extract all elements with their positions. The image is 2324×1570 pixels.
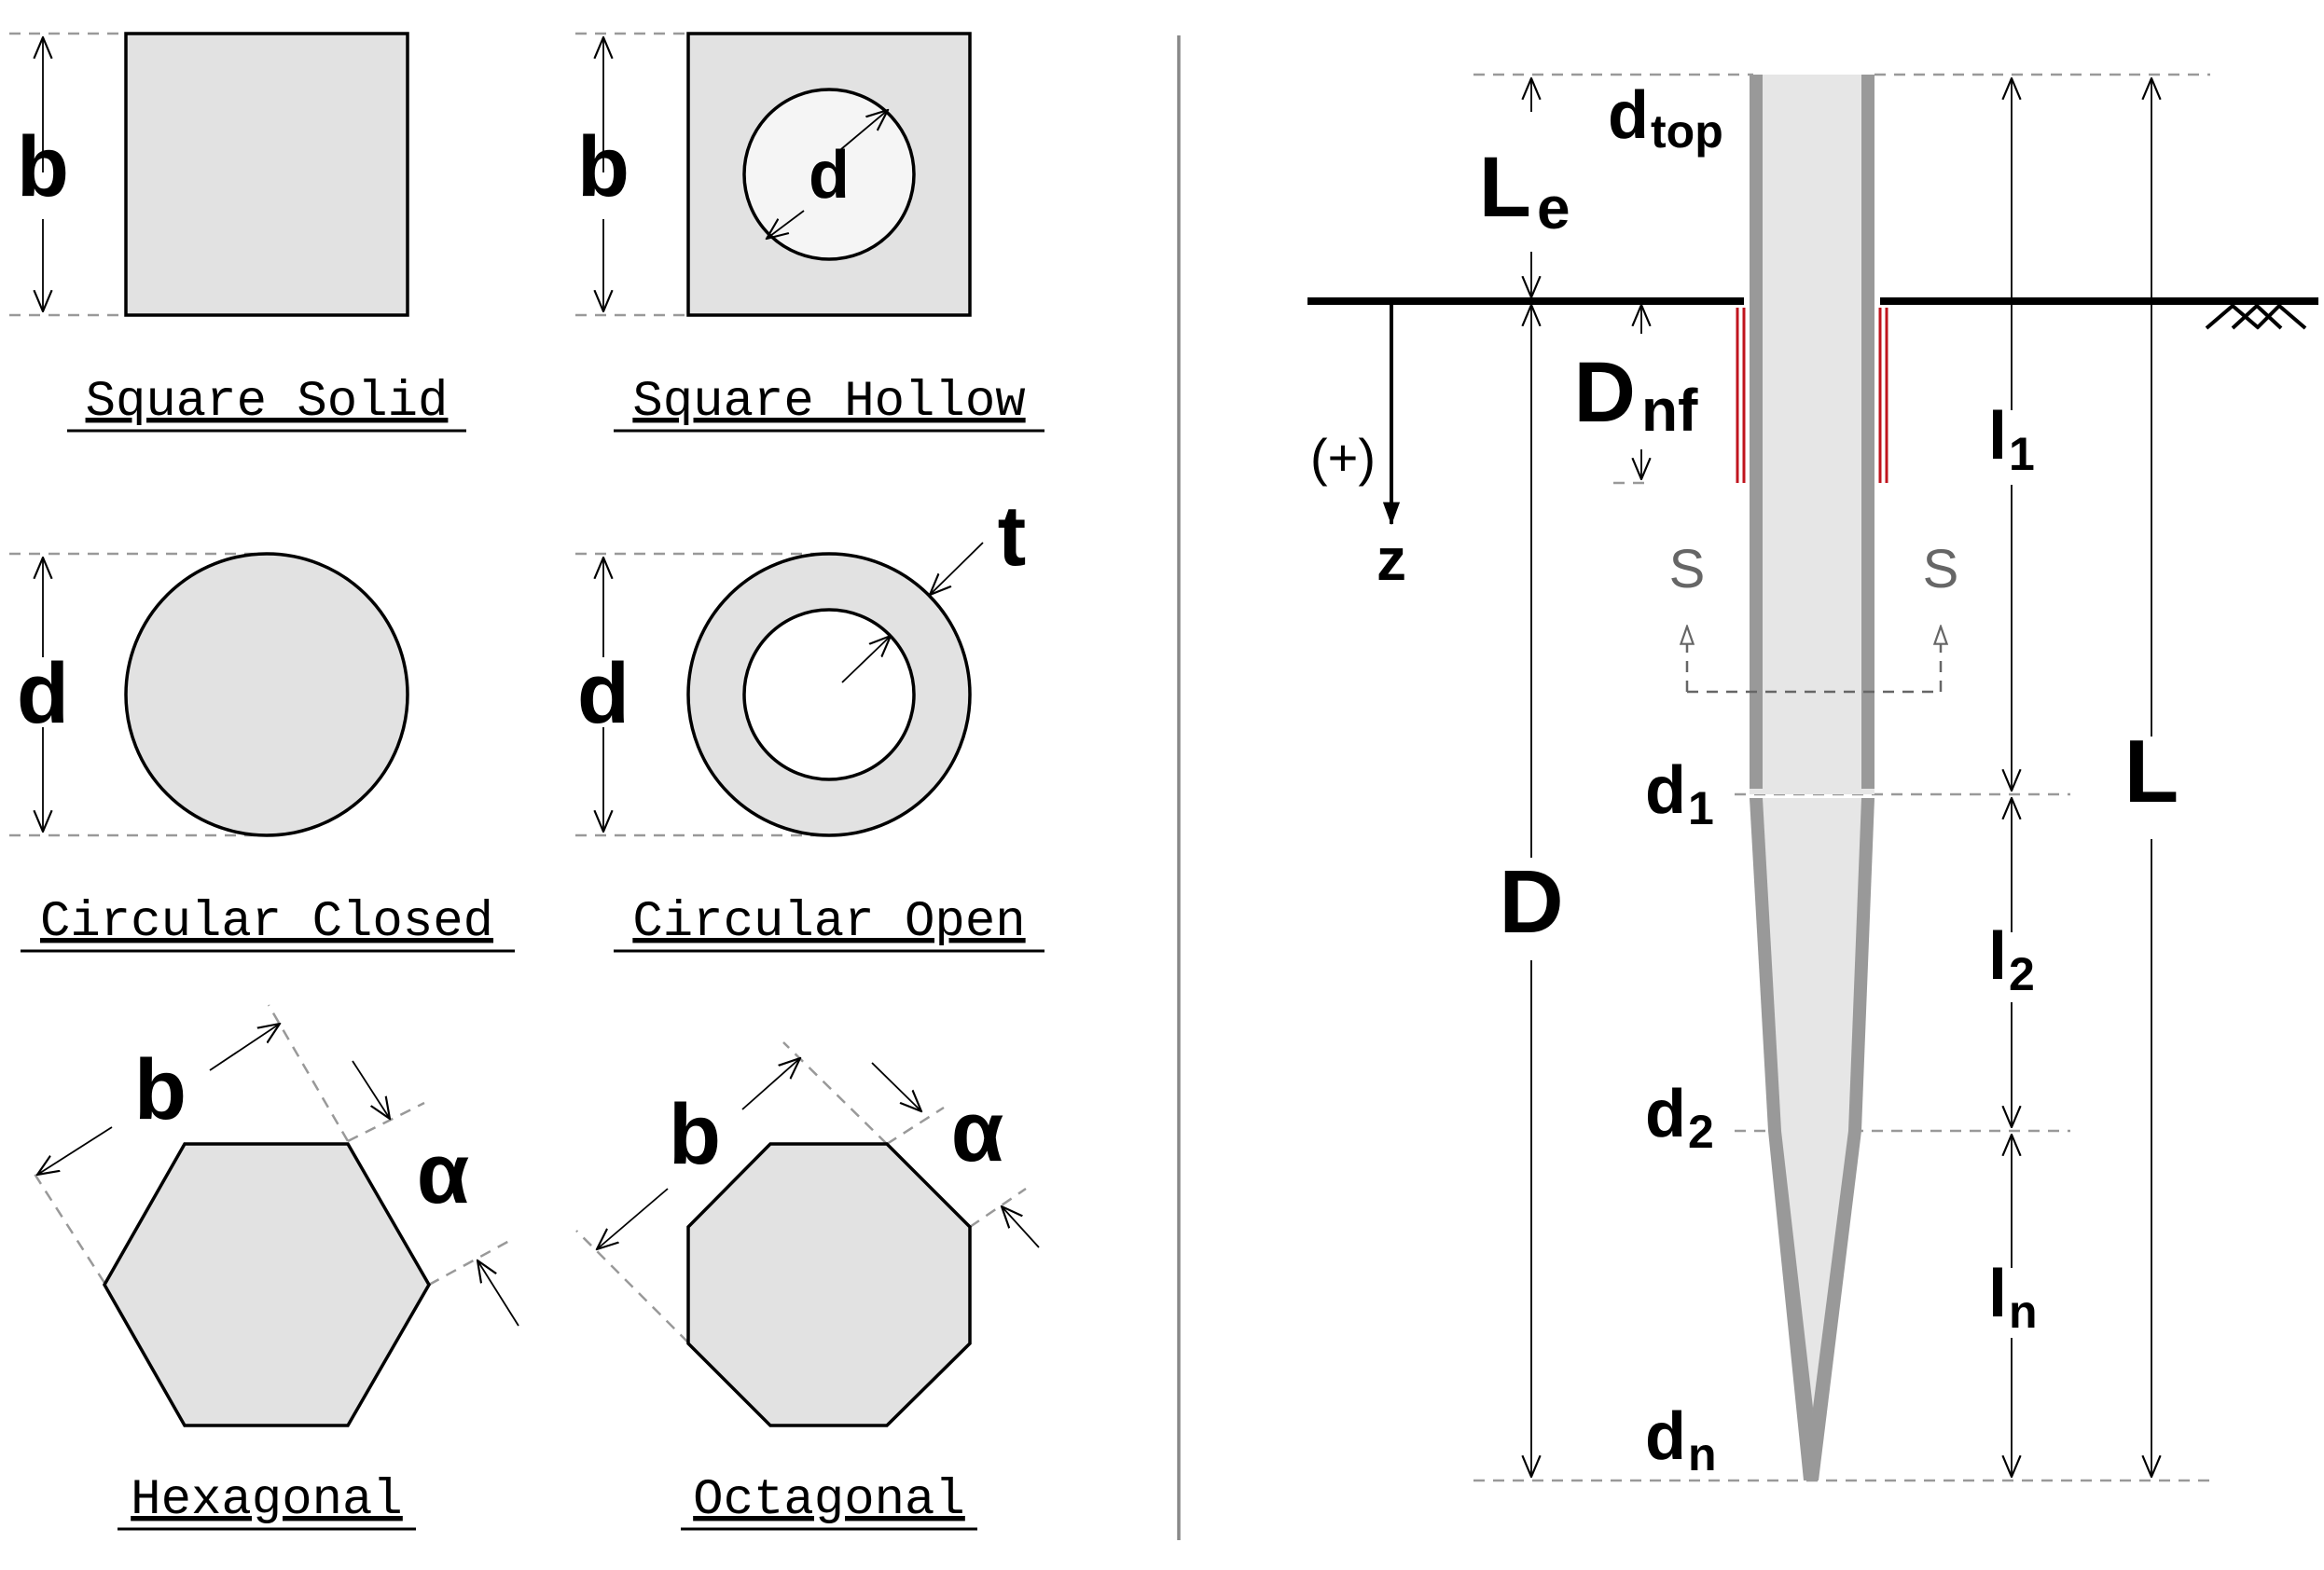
- section-mark-right: S: [1923, 539, 1959, 599]
- pile-upper-fill: [1750, 75, 1874, 794]
- octagonal-caption: Octagonal: [693, 1472, 965, 1529]
- L-label: L: [2124, 722, 2179, 821]
- pile-elevation: (+) z L e D D nf d top d 1 d 2 d n S S: [1307, 73, 2318, 1482]
- circular-closed-shape: [124, 552, 409, 837]
- dtop-label: d: [1608, 78, 1649, 153]
- dtop-subscript: top: [1651, 105, 1723, 158]
- Le-label: L: [1479, 140, 1531, 235]
- ln-subscript: n: [2009, 1286, 2038, 1338]
- square-hollow-d-label: d: [809, 138, 850, 213]
- square-hollow-bore: [742, 88, 916, 261]
- dn-label: d: [1645, 1399, 1686, 1474]
- circular-closed-section: d Circular Closed: [9, 552, 515, 953]
- octagonal-alpha-label: α: [951, 1084, 1004, 1179]
- ln-label: l: [1988, 1257, 2007, 1331]
- l1-subscript: 1: [2009, 428, 2035, 480]
- negative-friction-zone: [1736, 308, 1888, 483]
- square-hollow-b-label: b: [577, 119, 629, 214]
- pile-left-taper-wall: [1750, 798, 1781, 1131]
- circular-open-bore: [742, 608, 916, 781]
- pile-left-tip-wall: [1768, 1131, 1813, 1480]
- pile-right-tip-wall: [1807, 1131, 1861, 1480]
- l1-label: l: [1988, 399, 2007, 474]
- section-mark-left: S: [1669, 539, 1706, 599]
- l2-subscript: 2: [2009, 948, 2035, 1000]
- hexagonal-section: b α Hexagonal: [31, 1004, 519, 1531]
- circular-open-d-label: d: [577, 646, 629, 741]
- circular-open-section: d t Circular Open: [575, 489, 1044, 953]
- square-hollow-section: b d Square Hollow: [575, 32, 1044, 433]
- octagonal-section: b α Octagonal: [575, 1041, 1040, 1531]
- Le-subscript: e: [1537, 174, 1570, 241]
- square-solid-section: b Square Solid: [9, 32, 466, 433]
- l2-label: l: [1988, 919, 2007, 994]
- d1-subscript: 1: [1688, 782, 1714, 834]
- hexagonal-alpha-label: α: [417, 1126, 470, 1221]
- pile-right-wall: [1861, 75, 1874, 789]
- pile-left-wall: [1750, 75, 1763, 789]
- z-axis-label: z: [1376, 526, 1406, 593]
- z-axis-sign: (+): [1310, 428, 1376, 487]
- hexagonal-b-label: b: [134, 1042, 187, 1137]
- circular-closed-d-label: d: [17, 646, 69, 741]
- d1-label: d: [1645, 753, 1686, 828]
- d2-label: d: [1645, 1077, 1686, 1151]
- square-solid-caption: Square Solid: [86, 374, 449, 431]
- octagonal-b-label: b: [669, 1087, 721, 1182]
- circular-open-t-label: t: [998, 489, 1027, 584]
- circular-closed-caption: Circular Closed: [40, 894, 493, 951]
- Dnf-subscript: nf: [1641, 377, 1698, 444]
- circular-open-caption: Circular Open: [632, 894, 1025, 951]
- d2-subscript: 2: [1688, 1106, 1714, 1158]
- hexagonal-shape: [102, 1142, 432, 1427]
- Dnf-label: D: [1574, 345, 1636, 440]
- pile-right-taper-wall: [1848, 798, 1874, 1131]
- square-solid-shape: [124, 32, 409, 317]
- ground-hatch-icon: [2205, 303, 2307, 330]
- octagonal-shape: [686, 1142, 972, 1427]
- hexagonal-caption: Hexagonal: [131, 1472, 403, 1529]
- dn-subscript: n: [1688, 1428, 1717, 1480]
- D-label: D: [1499, 852, 1563, 952]
- square-hollow-caption: Square Hollow: [632, 374, 1025, 431]
- pile-lower-fill: [1750, 798, 1874, 1480]
- square-solid-b-label: b: [17, 119, 69, 214]
